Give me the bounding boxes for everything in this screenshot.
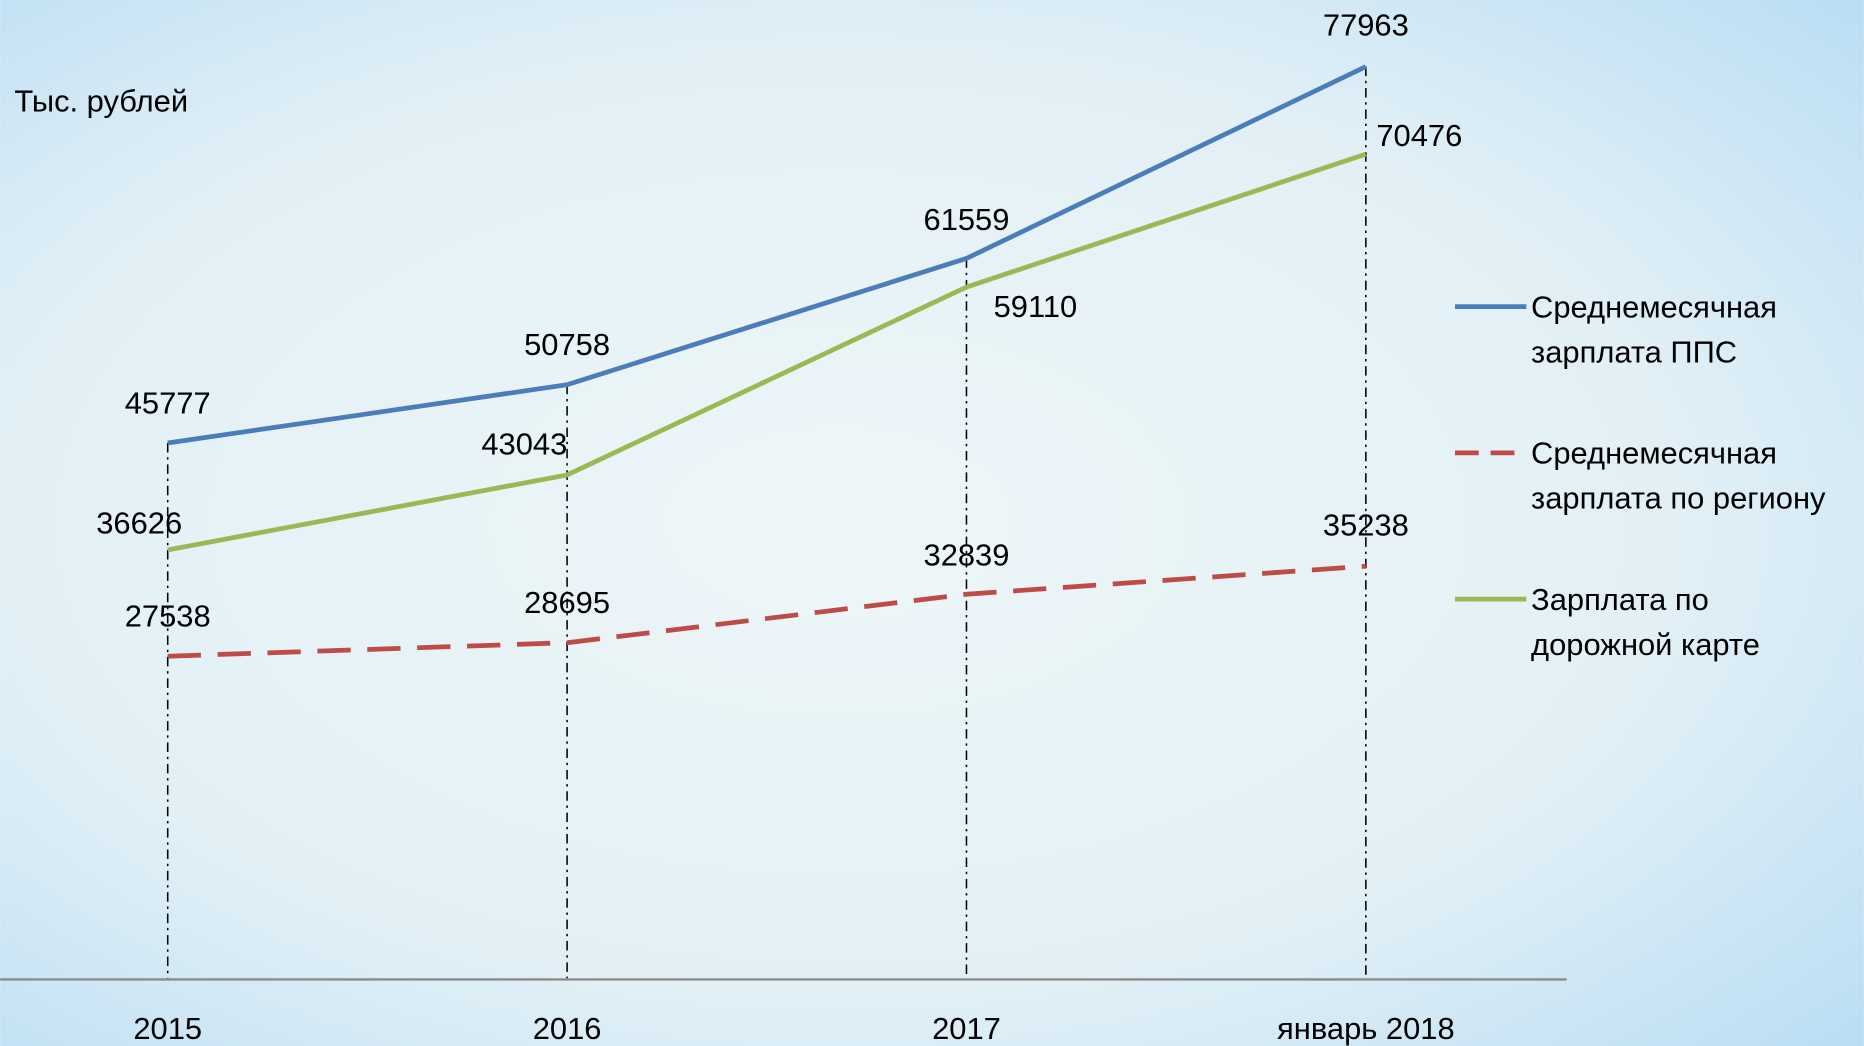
legend-label: Зарплата по дорожной карте (1531, 582, 1760, 662)
series-line (167, 151, 1367, 553)
series-line (167, 64, 1367, 446)
x-tick-label: 2017 (932, 1011, 1001, 1046)
data-label: 32839 (924, 538, 1010, 573)
legend-label: Среднемесячная зарплата по региону (1531, 436, 1826, 516)
y-axis-label: Тыс. рублей (14, 84, 188, 119)
data-label: 28695 (524, 585, 610, 620)
data-label: 27538 (125, 599, 211, 634)
data-label: 36626 (96, 505, 182, 540)
data-label: 77963 (1323, 8, 1409, 43)
x-tick-label: январь 2018 (1277, 1011, 1455, 1046)
data-label: 70476 (1376, 118, 1462, 153)
data-label: 45777 (125, 385, 211, 420)
legend-label: Среднемесячная зарплата ППС (1531, 289, 1785, 369)
x-tick-label: 2015 (133, 1011, 202, 1046)
data-label: 35238 (1323, 507, 1409, 542)
x-tick-label: 2016 (533, 1011, 602, 1046)
data-label: 50758 (524, 327, 610, 362)
data-label: 59110 (994, 289, 1078, 324)
series-line (167, 563, 1367, 659)
data-label: 61559 (924, 202, 1010, 237)
data-label: 43043 (481, 427, 567, 462)
